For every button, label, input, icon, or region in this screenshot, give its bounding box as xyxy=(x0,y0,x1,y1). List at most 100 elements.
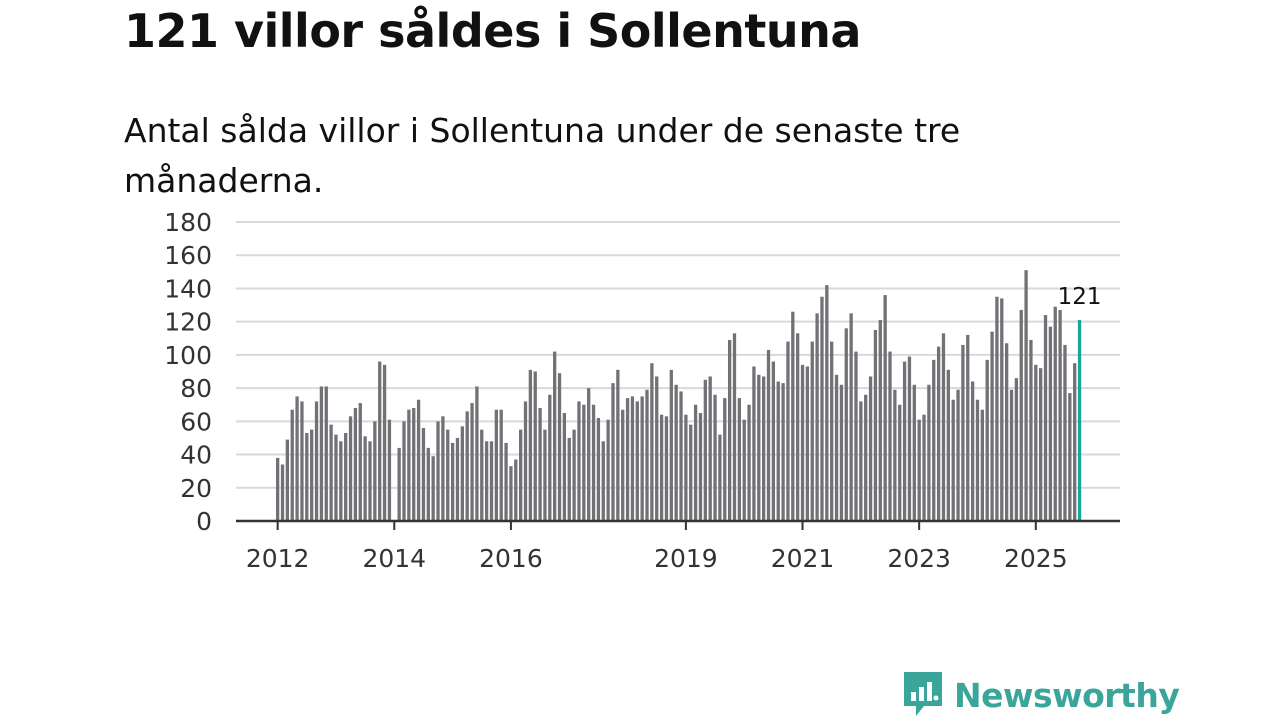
bar-148 xyxy=(995,296,999,521)
bar-33 xyxy=(436,421,440,521)
bar-87 xyxy=(698,413,703,521)
x-tick-label-2023: 2023 xyxy=(887,544,951,573)
brand-name: Newsworthy xyxy=(954,675,1180,715)
y-tick-label-80: 80 xyxy=(180,374,212,403)
bar-4 xyxy=(295,396,299,521)
bar-15 xyxy=(348,416,353,521)
bar-102 xyxy=(771,361,776,521)
x-axis-tick-labels: 2012 2014 2016 2019 2021 2023 2025 xyxy=(246,521,1068,573)
bar-18 xyxy=(363,436,367,521)
bar-50 xyxy=(519,429,523,521)
bar-91 xyxy=(718,434,722,521)
bar-57 xyxy=(553,351,557,521)
bar-16 xyxy=(353,408,358,521)
bar-80 xyxy=(664,416,669,521)
x-tick-label-2012: 2012 xyxy=(246,544,310,573)
x-tick-label-2021: 2021 xyxy=(771,544,835,573)
bar-155 xyxy=(1029,339,1033,521)
bar-99 xyxy=(757,374,761,521)
bar-157 xyxy=(1039,368,1043,521)
bar-71 xyxy=(621,409,625,521)
bar-41 xyxy=(475,386,479,521)
bar-30 xyxy=(421,427,426,521)
bar-144 xyxy=(975,399,980,521)
bar-107 xyxy=(796,333,800,521)
bar-145 xyxy=(980,409,984,521)
bar-70 xyxy=(616,369,620,521)
bar-26 xyxy=(402,421,406,521)
bar-9 xyxy=(319,386,324,521)
bar-54 xyxy=(538,408,542,521)
bar-38 xyxy=(460,426,464,521)
bar-1 xyxy=(280,464,285,521)
bar-58 xyxy=(557,373,562,521)
bar-76 xyxy=(645,389,649,521)
bar-25 xyxy=(397,447,401,521)
bar-151 xyxy=(1009,389,1014,521)
bar-6 xyxy=(305,432,309,521)
bar-36 xyxy=(450,442,455,521)
bar-130 xyxy=(907,356,912,521)
bar-66 xyxy=(596,418,601,521)
bar-35 xyxy=(446,429,450,521)
bar-105 xyxy=(786,341,790,521)
bar-75 xyxy=(640,396,644,521)
bar-135 xyxy=(932,359,936,521)
bar-23 xyxy=(387,419,392,521)
bar-22 xyxy=(382,364,387,521)
bar-154 xyxy=(1024,270,1028,521)
bar-139 xyxy=(951,399,955,521)
bar-11 xyxy=(329,424,333,521)
bar-97 xyxy=(747,404,751,521)
bar-69 xyxy=(611,383,615,521)
bar-21 xyxy=(378,361,382,521)
bar-60 xyxy=(567,437,571,521)
bar-109 xyxy=(805,366,810,521)
bar-2 xyxy=(285,439,290,521)
bar-27 xyxy=(407,409,411,521)
bar-64 xyxy=(587,388,591,521)
bar-108 xyxy=(800,364,805,521)
bar-131 xyxy=(912,384,916,521)
bar-126 xyxy=(888,351,892,521)
bar-74 xyxy=(635,401,639,521)
bar-112 xyxy=(820,296,824,521)
chart-title: 121 villor såldes i Sollentuna xyxy=(124,4,861,58)
bar-34 xyxy=(441,416,445,521)
bar-28 xyxy=(412,408,416,521)
bar-53 xyxy=(533,371,537,521)
bar-141 xyxy=(961,344,965,521)
bar-106 xyxy=(791,311,795,521)
bar-156 xyxy=(1034,364,1038,521)
bar-12 xyxy=(334,434,338,521)
bar-48 xyxy=(509,466,513,521)
bar-96 xyxy=(742,419,746,521)
bar-78 xyxy=(655,376,659,521)
bar-68 xyxy=(606,419,610,521)
bar-88 xyxy=(703,379,707,521)
y-tick-label-140: 140 xyxy=(164,274,212,303)
annotations: 121 xyxy=(1058,284,1102,310)
bar-111 xyxy=(815,313,819,521)
bar-142 xyxy=(966,334,970,521)
bar-118 xyxy=(849,313,853,521)
bar-5 xyxy=(300,401,304,521)
bar-85 xyxy=(689,424,693,521)
bar-49 xyxy=(514,459,518,521)
y-tick-label-60: 60 xyxy=(180,407,212,436)
latest-value-label: 121 xyxy=(1058,284,1102,310)
bar-19 xyxy=(368,441,372,521)
bar-114 xyxy=(830,341,834,521)
x-tick-label-2016: 2016 xyxy=(479,544,543,573)
bar-117 xyxy=(844,328,848,521)
bar-67 xyxy=(601,441,605,521)
bar-113 xyxy=(825,285,829,521)
bar-31 xyxy=(426,447,430,521)
bar-43 xyxy=(484,441,489,521)
bar-149 xyxy=(1000,298,1004,521)
bar-161 xyxy=(1058,310,1062,521)
bar-82 xyxy=(674,384,678,521)
bar-29 xyxy=(416,399,421,521)
bar-3 xyxy=(290,409,294,521)
bar-51 xyxy=(523,401,528,521)
